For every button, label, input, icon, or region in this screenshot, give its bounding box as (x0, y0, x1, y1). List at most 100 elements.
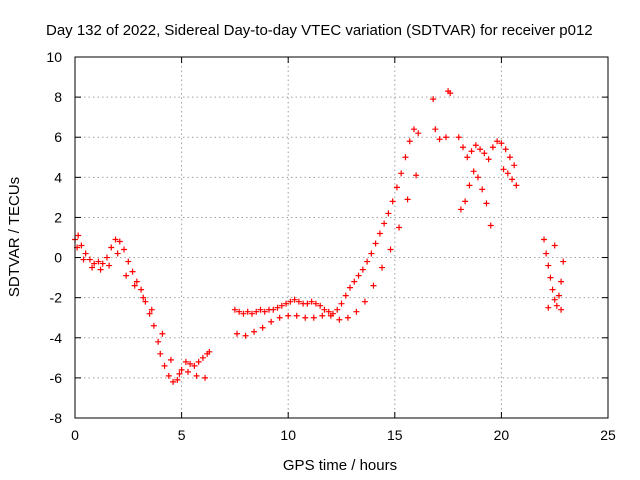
data-point-marker (285, 312, 292, 319)
data-point-marker (99, 260, 106, 267)
data-point-marker (244, 308, 251, 315)
data-point-marker (513, 182, 520, 189)
data-point-marker (302, 314, 309, 321)
data-point-marker (231, 306, 238, 313)
data-point-marker (436, 136, 443, 143)
x-tick-label: 5 (178, 427, 186, 443)
data-point-marker (370, 282, 377, 289)
data-point-marker (549, 286, 556, 293)
data-point-marker (415, 130, 422, 137)
data-point-marker (317, 302, 324, 309)
data-point-marker (551, 296, 558, 303)
data-point-marker (460, 144, 467, 151)
data-point-marker (481, 150, 488, 157)
y-tick-label: -2 (50, 290, 63, 306)
x-tick-label: 20 (494, 427, 510, 443)
data-point-marker (178, 366, 185, 373)
data-point-marker (91, 260, 98, 267)
data-point-marker (319, 312, 326, 319)
y-tick-label: -4 (50, 330, 63, 346)
data-point-marker (146, 310, 153, 317)
data-point-marker (502, 146, 509, 153)
data-point-marker (406, 138, 413, 145)
tick-labels: 0 5 10 15 20 25 -8 -6 -4 -2 0 2 4 6 8 10 (46, 49, 616, 443)
data-point-marker (468, 148, 475, 155)
y-axis-label: SDTVAR / TECUs (6, 177, 23, 297)
data-point-marker (131, 282, 138, 289)
data-point-marker (396, 224, 403, 231)
data-point-marker (545, 262, 552, 269)
data-point-marker (170, 378, 177, 385)
data-point-marker (342, 292, 349, 299)
data-point-marker (248, 310, 255, 317)
x-tick-label: 10 (280, 427, 296, 443)
data-point-marker (242, 332, 249, 339)
data-point-marker (413, 172, 420, 179)
data-point-marker (361, 298, 368, 305)
data-point-marker (97, 266, 104, 273)
data-point-marker (193, 372, 200, 379)
data-point-marker (123, 272, 130, 279)
data-point-marker (381, 220, 388, 227)
data-point-marker (195, 358, 202, 365)
chart-title: Day 132 of 2022, Sidereal Day-to-day VTE… (46, 22, 593, 39)
data-point-marker (430, 96, 437, 103)
data-point-marker (257, 306, 264, 313)
data-point-marker (500, 166, 507, 173)
data-point-marker (376, 230, 383, 237)
data-point-marker (558, 278, 565, 285)
data-point-marker (442, 134, 449, 141)
data-point-marker (138, 286, 145, 293)
data-point-marker (466, 182, 473, 189)
data-point-marker (308, 298, 315, 305)
axis-ticks (74, 56, 609, 419)
data-point-marker (199, 354, 206, 361)
data-point-marker (95, 258, 102, 265)
data-point-marker (410, 126, 417, 133)
data-point-marker (150, 322, 157, 329)
data-point-marker (274, 304, 281, 311)
data-point-marker (464, 154, 471, 161)
data-point-marker (310, 314, 317, 321)
y-tick-label: 6 (54, 129, 62, 145)
data-point-marker (176, 370, 183, 377)
data-point-marker (80, 256, 87, 263)
data-point-marker (474, 174, 481, 181)
y-tick-label: -6 (50, 370, 63, 386)
data-point-marker (174, 376, 181, 383)
y-tick-label: 0 (54, 250, 62, 266)
data-point-marker (106, 262, 113, 269)
data-point-marker (485, 156, 492, 163)
data-point-marker (368, 250, 375, 257)
data-point-marker (159, 330, 166, 337)
data-point-marker (291, 296, 298, 303)
data-point-marker (125, 258, 132, 265)
data-point-marker (511, 162, 518, 169)
data-point-marker (393, 184, 400, 191)
data-point-marker (498, 140, 505, 147)
plot-frame (74, 56, 609, 419)
data-point-marker (543, 250, 550, 257)
data-point-marker (278, 302, 285, 309)
grid-lines (75, 57, 608, 418)
data-point-marker (334, 306, 341, 313)
data-point-marker (472, 142, 479, 149)
data-point-marker (462, 198, 469, 205)
data-point-marker (234, 330, 241, 337)
data-point-marker (555, 292, 562, 299)
data-point-marker (268, 318, 275, 325)
data-point-marker (560, 258, 567, 265)
data-point-marker (325, 308, 332, 315)
data-point-marker (287, 298, 294, 305)
data-point-marker (89, 264, 96, 271)
data-point-marker (78, 242, 85, 249)
data-point-marker (182, 358, 189, 365)
data-point-marker (364, 258, 371, 265)
data-point-marker (191, 362, 198, 369)
y-tick-label: 4 (54, 169, 62, 185)
data-point-marker (455, 134, 462, 141)
data-point-marker (487, 222, 494, 229)
data-point-marker (509, 176, 516, 183)
data-point-marker (112, 236, 119, 243)
data-points (72, 88, 567, 385)
